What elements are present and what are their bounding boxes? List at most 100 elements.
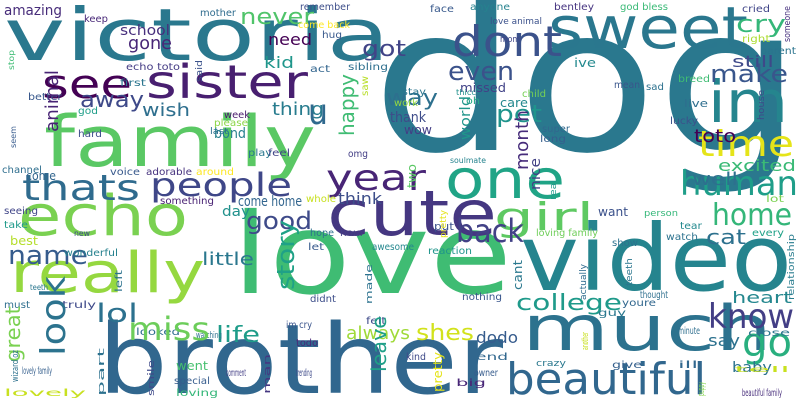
word-lot: lot bbox=[766, 194, 784, 205]
word-voice: voice bbox=[110, 167, 140, 178]
word-hope: hope bbox=[310, 228, 334, 239]
word-breed: breed bbox=[678, 74, 710, 85]
word-name: name bbox=[8, 241, 88, 271]
word-better: better bbox=[28, 92, 63, 103]
word-best: best bbox=[10, 234, 38, 248]
word-echo: echo bbox=[18, 184, 188, 249]
word-excited: excited bbox=[718, 156, 796, 175]
word-minute: youre bbox=[622, 298, 656, 309]
word-guy: felt bbox=[366, 316, 386, 327]
word-god: god bbox=[78, 106, 98, 117]
word-family: family bbox=[44, 101, 316, 183]
word-little: little bbox=[202, 249, 254, 270]
word-im-cry: wizard oz bbox=[11, 350, 21, 382]
word-thicc: thicc bbox=[456, 88, 476, 97]
word-cry: cry bbox=[736, 10, 786, 38]
word-remember: remember bbox=[300, 2, 351, 13]
word-went: went bbox=[176, 359, 208, 373]
word-child: child bbox=[522, 89, 546, 100]
word-watch: watch bbox=[666, 232, 698, 243]
word-oh: oh bbox=[466, 96, 480, 107]
word-nice: nice bbox=[528, 158, 544, 190]
word-come: come bbox=[26, 169, 56, 183]
word-pretty: pretty bbox=[439, 209, 449, 238]
word-last: last bbox=[210, 127, 229, 137]
word-always: always bbox=[346, 323, 410, 344]
word-want: want bbox=[598, 205, 628, 219]
word-never: never bbox=[240, 5, 315, 30]
word-reunion: beautiful family bbox=[742, 388, 782, 399]
word-puppy: crazy bbox=[536, 359, 567, 369]
word-even: even bbox=[448, 57, 514, 87]
word-lovely-family: tell bbox=[734, 365, 790, 374]
word-month: month bbox=[512, 110, 533, 170]
word-right: right bbox=[742, 34, 770, 45]
word-heart: heart bbox=[732, 288, 792, 307]
word-person: person bbox=[644, 209, 678, 219]
word-parent: parent bbox=[760, 46, 796, 57]
word-video: video bbox=[520, 205, 792, 312]
word-still: still bbox=[732, 52, 774, 71]
word-special: smile bbox=[147, 359, 157, 396]
word-god-bless: god bless bbox=[620, 2, 668, 13]
word-close: guy bbox=[598, 308, 626, 319]
word-time: time bbox=[698, 124, 794, 165]
word-real: real bbox=[549, 180, 559, 200]
word-seem: seem bbox=[9, 126, 18, 148]
word-animal: animal bbox=[42, 70, 63, 132]
word-beautiful: beautiful bbox=[506, 354, 706, 400]
word-relationship: relationship bbox=[787, 234, 797, 300]
word-whole: whole bbox=[306, 194, 336, 205]
word-looked: truly bbox=[62, 300, 96, 311]
word-said: said bbox=[195, 60, 205, 82]
word-happy: happy bbox=[335, 74, 359, 136]
word-love: love bbox=[232, 190, 512, 320]
word-college: college bbox=[516, 291, 622, 316]
word-didnt: watching bbox=[196, 331, 222, 341]
word-world: world bbox=[458, 96, 474, 140]
word-thing: thing bbox=[272, 99, 324, 120]
word-bentley: bentley bbox=[554, 2, 594, 13]
word-watching: looked bbox=[136, 327, 180, 338]
word-another: close bbox=[748, 328, 790, 339]
word-lovely: big bbox=[456, 378, 486, 389]
word-amazing: amazing bbox=[4, 3, 62, 19]
word-life: life bbox=[216, 323, 260, 348]
word-bond: bond bbox=[214, 126, 246, 142]
word-come-home: come home bbox=[238, 194, 302, 210]
word-take: take bbox=[4, 220, 28, 231]
word-someone: someone bbox=[783, 6, 793, 42]
word-victoria: victoria bbox=[4, 0, 390, 77]
word-home: home bbox=[712, 198, 792, 233]
word-adorable: adorable bbox=[146, 167, 192, 178]
word-channel: channel bbox=[2, 165, 42, 176]
word-beautiful-family: lovely bbox=[4, 388, 86, 399]
word-stay: stay bbox=[402, 87, 426, 98]
word-think: think bbox=[338, 189, 383, 208]
word-wonderful: wonderful bbox=[64, 248, 118, 259]
word-end: another bbox=[581, 332, 591, 350]
word-see: see bbox=[42, 62, 132, 108]
word-back: back bbox=[456, 212, 524, 250]
word-smile: lovely family bbox=[22, 366, 52, 377]
word-kid: kid bbox=[264, 53, 294, 72]
word-nothing: actually bbox=[579, 263, 589, 300]
word-felt: kind bbox=[406, 352, 426, 363]
word-live: live bbox=[684, 97, 708, 110]
word-ill: puppy bbox=[697, 382, 707, 396]
word-lucky: lucky bbox=[670, 116, 698, 127]
word-dog: dog bbox=[372, 0, 800, 198]
word-part: minute bbox=[678, 326, 700, 337]
word-sweet: sweet bbox=[548, 0, 748, 62]
word-say: say bbox=[708, 331, 740, 350]
word-stop: stop bbox=[7, 50, 16, 70]
word-cat: cat bbox=[706, 225, 746, 249]
word-story: story bbox=[272, 220, 300, 290]
word-missed: missed bbox=[460, 81, 506, 95]
word-sad: sad bbox=[646, 82, 664, 93]
word-wow: wow bbox=[404, 123, 432, 137]
word-sibling: sibling bbox=[348, 62, 388, 73]
word-way: way bbox=[386, 86, 438, 111]
word-make: make bbox=[710, 60, 788, 88]
